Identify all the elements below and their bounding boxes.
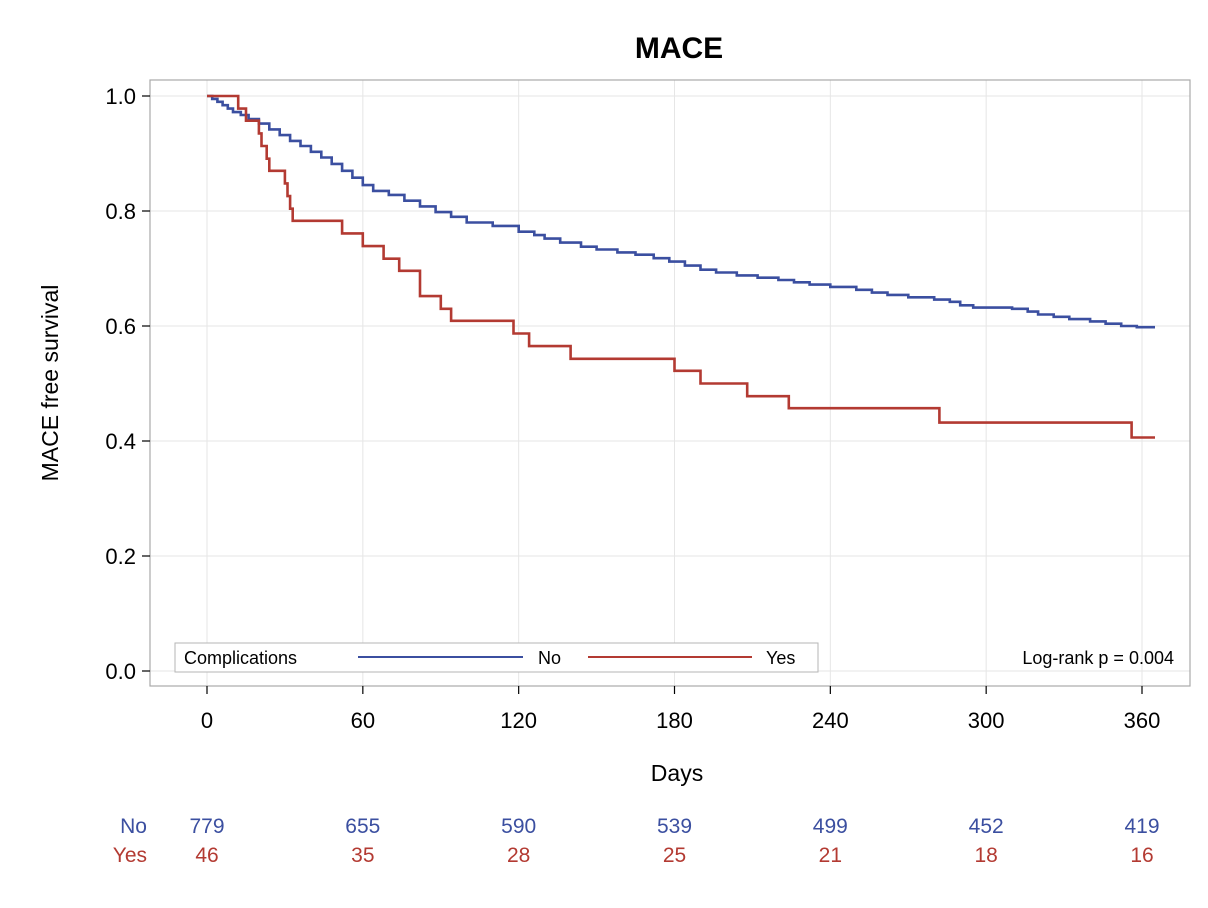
x-axis-label: Days: [651, 760, 703, 786]
y-tick-label: 0.6: [105, 314, 136, 339]
survival-curve-no: [207, 94, 1155, 329]
plot-area: 0 60 120 180 240 300 360 0.0 0.2 0.4 0.6 0.8 1.0: [105, 79, 1191, 733]
legend-label-yes: Yes: [766, 648, 795, 668]
plot-frame: [149, 79, 1191, 687]
risk-count: 499: [813, 815, 848, 838]
risk-count: 779: [189, 815, 224, 838]
x-tick-label: 300: [968, 708, 1005, 733]
risk-count: 452: [969, 815, 1004, 838]
risk-count: 419: [1124, 815, 1159, 838]
legend-label-no: No: [538, 648, 561, 668]
y-tick-label: 1.0: [105, 84, 136, 109]
risk-count: 590: [501, 815, 536, 838]
legend: Complications No Yes: [174, 642, 819, 673]
x-tick-label: 240: [812, 708, 849, 733]
x-tick-label: 180: [656, 708, 693, 733]
risk-count: 28: [507, 844, 530, 867]
risk-count: 25: [663, 844, 686, 867]
x-tick-label: 360: [1124, 708, 1161, 733]
risk-count: 46: [195, 844, 218, 867]
y-tick-label: 0.4: [105, 429, 136, 454]
risk-count: 35: [351, 844, 374, 867]
risk-table: No 779 655 590 539 499 452 419 Yes 46 35 28 25 21 18 16: [113, 815, 1160, 867]
y-axis-label: MACE free survival: [37, 285, 63, 482]
logrank-annotation: Log-rank p = 0.004: [1022, 648, 1174, 668]
survival-curve-yes: [207, 94, 1155, 439]
chart-title: MACE: [635, 32, 723, 65]
risk-count: 18: [974, 844, 997, 867]
risk-count: 16: [1130, 844, 1153, 867]
risk-count: 21: [819, 844, 842, 867]
y-tick-label: 0.8: [105, 199, 136, 224]
risk-count: 655: [345, 815, 380, 838]
risk-count: 539: [657, 815, 692, 838]
y-tick-label: 0.0: [105, 659, 136, 684]
x-tick-label: 120: [500, 708, 537, 733]
plot-frame-fill: [150, 80, 1190, 686]
x-tick-label: 60: [351, 708, 375, 733]
y-tick-label: 0.2: [105, 544, 136, 569]
risk-row-label: No: [120, 815, 147, 838]
legend-title: Complications: [184, 648, 297, 668]
risk-row-label: Yes: [113, 844, 147, 867]
x-tick-label: 0: [201, 708, 213, 733]
